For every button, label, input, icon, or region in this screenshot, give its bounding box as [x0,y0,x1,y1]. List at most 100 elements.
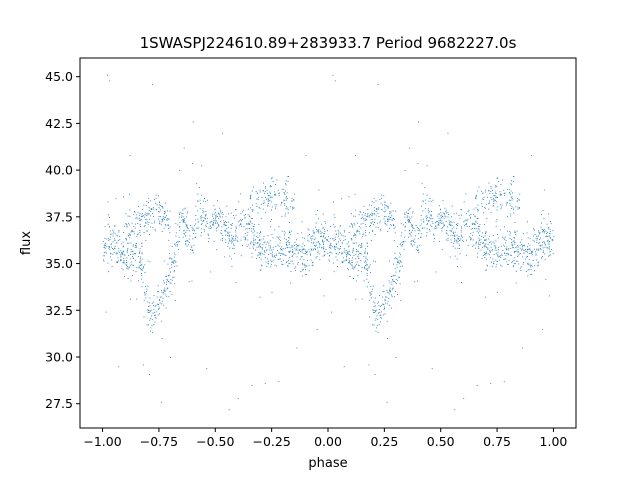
data-point [316,244,318,246]
data-point [161,320,163,322]
data-point [374,261,376,263]
data-point [286,245,288,247]
data-point [305,251,307,253]
data-point [521,239,523,241]
data-point [472,231,474,233]
data-point [509,193,511,195]
data-point [166,279,168,281]
data-point [312,248,314,250]
data-point [122,252,124,254]
data-point [103,252,105,254]
data-point [190,225,192,226]
data-point [387,300,389,302]
data-point [447,132,449,134]
data-point [474,215,476,217]
data-point [180,211,182,213]
data-point [302,262,303,264]
data-point [390,223,392,225]
data-point [405,211,407,213]
data-point [426,228,428,230]
data-point [216,227,218,229]
data-point [385,216,387,218]
data-point [167,287,169,289]
data-point [292,252,293,253]
data-point [123,232,125,233]
data-point [292,250,294,252]
data-point [532,235,534,237]
data-point [508,253,510,255]
data-point [204,224,206,226]
data-point [274,204,276,206]
data-point [266,258,268,260]
data-point [333,271,335,273]
data-point [162,206,164,208]
data-point [431,221,433,223]
data-point [218,213,220,215]
data-point [368,281,369,283]
data-point [258,246,260,248]
data-point [447,216,449,218]
data-point [179,240,180,242]
data-point [363,211,364,213]
data-point [264,186,266,188]
data-point [365,248,367,250]
data-point [153,199,155,201]
data-point [274,193,276,195]
data-point [446,230,448,231]
data-point [148,302,150,304]
data-point [383,304,385,306]
data-point [435,227,437,229]
data-point [292,255,294,257]
data-point [335,230,337,232]
data-point [284,215,286,217]
data-point [387,206,389,208]
data-point [484,235,486,237]
data-point [479,224,481,226]
data-point [141,216,143,217]
data-point [218,213,220,215]
data-point [276,254,278,256]
data-point [475,194,477,196]
data-point [284,193,286,195]
data-point [183,230,185,231]
data-point [271,219,272,220]
data-point [497,237,499,239]
data-point [288,263,290,265]
data-point [392,279,394,281]
data-point [188,238,190,240]
data-point [295,243,297,245]
data-point [493,260,495,262]
data-point [323,242,324,244]
data-point [399,260,401,261]
data-point [296,247,298,249]
data-point [384,300,386,301]
data-point [481,190,483,192]
data-point [157,314,159,316]
data-point [316,328,318,330]
data-point [365,213,367,215]
data-point [129,155,131,157]
data-point [525,258,527,260]
data-point [169,226,171,228]
data-point [331,311,333,313]
data-point [482,241,484,243]
data-point [148,213,150,214]
data-point [388,304,390,306]
data-point [392,217,394,219]
data-point [146,291,147,292]
data-point [334,239,336,240]
data-point [307,228,309,230]
data-point [345,254,347,255]
data-point [253,239,255,241]
data-point [139,232,141,234]
data-point [139,214,140,216]
data-point [383,314,385,316]
data-point [422,193,424,195]
data-point [344,252,346,254]
data-point [393,224,395,226]
data-point [210,271,212,273]
data-point [500,194,502,196]
data-point [201,228,203,230]
data-point [366,219,368,221]
data-point [289,230,290,232]
